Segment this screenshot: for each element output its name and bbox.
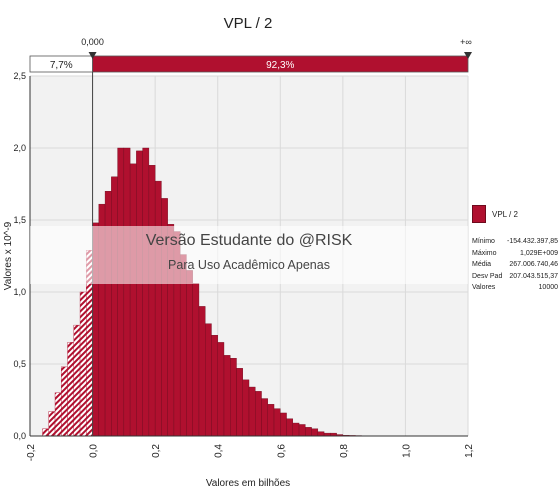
watermark-line-2: Para Uso Acadêmico Apenas [168, 258, 330, 272]
delimiter-right-handle [464, 52, 472, 59]
histogram-bar [298, 424, 306, 437]
x-tick-labels: -0,2 0,0 0,2 0,4 0,6 0,8 1,0 1,2 [26, 444, 475, 462]
y-tick-label: 2,0 [13, 143, 26, 153]
histogram-bar [204, 323, 212, 437]
histogram-bar [317, 431, 325, 437]
histogram-bar [236, 368, 243, 437]
histogram-bar [79, 291, 87, 437]
histogram-bar [261, 398, 268, 437]
delimiter-left-handle [88, 52, 97, 59]
y-axis-label: Valores x 10^-9 [3, 221, 14, 290]
histogram-bar [255, 391, 262, 437]
x-tick-label: 1,2 [464, 444, 475, 458]
histogram-bar [111, 176, 118, 437]
histogram-bar [198, 306, 206, 437]
delimiter-right-segment [92, 55, 469, 73]
histogram-bar [154, 180, 162, 437]
chart-title: VPL / 2 [224, 15, 273, 32]
histogram-bar [148, 165, 156, 437]
histogram-bar [280, 412, 287, 437]
histogram-bar [230, 358, 237, 437]
histogram-bar [73, 324, 81, 437]
histogram-bar [311, 428, 319, 437]
legend-swatch [472, 205, 486, 223]
histogram-bar [42, 428, 49, 437]
y-tick-label: 1,0 [13, 287, 26, 297]
histogram-bar [242, 379, 250, 437]
delimiter-left-percent: 7,7% [50, 60, 73, 71]
x-tick-label: 0,2 [151, 444, 162, 458]
delimiter-right-value: +∞ [460, 37, 472, 47]
watermark: Versão Estudante do @RISK Para Uso Acadê… [30, 226, 468, 284]
histogram-bar [48, 411, 56, 437]
watermark-line-1: Versão Estudante do @RISK [145, 232, 353, 249]
histogram-bar [286, 418, 293, 437]
delimiter-right-percent: 92,3% [266, 60, 294, 71]
histogram-bar [61, 366, 68, 437]
delimiter-bar[interactable]: 7,7% 92,3% 0,000 +∞ [29, 37, 472, 436]
histogram-bar [136, 150, 143, 437]
histogram-bar [142, 147, 150, 437]
stat-row: Máximo 1,029E+009 [472, 249, 558, 257]
histogram-bar [54, 392, 62, 437]
stat-row: Valores 10000 [472, 284, 558, 291]
y-tick-label: 2,5 [13, 71, 26, 81]
histogram-bar [292, 422, 300, 437]
histogram-bar [186, 270, 193, 437]
histogram-bar [192, 283, 200, 437]
histogram-bar [129, 163, 137, 437]
y-tick-label: 0,0 [13, 431, 26, 441]
x-tick-label: 1,0 [401, 444, 412, 458]
stat-row: Média 267.006.740,46 [472, 261, 558, 268]
histogram-bar [223, 355, 231, 437]
stat-row: Mínimo -154.432.397,85 [472, 238, 558, 245]
x-tick-label: -0,2 [26, 444, 37, 462]
histogram-bars [42, 147, 419, 437]
y-tick-label: 1,5 [13, 215, 26, 225]
histogram-bar [248, 386, 256, 437]
histogram-bar [217, 342, 225, 437]
histogram-bar [67, 342, 74, 437]
statistics-panel: Mínimo -154.432.397,85 Máximo 1,029E+009 M… [472, 236, 558, 294]
y-tick-labels: 0,0 0,5 1,0 1,5 2,0 2,5 [13, 71, 26, 441]
histogram-bar [305, 427, 312, 437]
x-tick-label: 0,8 [339, 444, 350, 458]
stat-row: Desv Pad 207.043.515,37 [472, 272, 558, 280]
x-axis-label: Valores em bilhões [206, 478, 290, 489]
legend-label: VPL / 2 [492, 209, 518, 219]
histogram-bar [273, 408, 281, 437]
histogram-bar [117, 147, 125, 437]
legend: VPL / 2 [472, 205, 518, 223]
x-tick-label: 0,0 [89, 444, 100, 458]
histogram-bar [267, 404, 275, 437]
histogram-bar [123, 147, 131, 437]
y-tick-label: 0,5 [13, 359, 26, 369]
x-tick-label: 0,4 [214, 444, 225, 458]
delimiter-left-value: 0,000 [81, 37, 104, 47]
x-tick-label: 0,6 [276, 444, 287, 458]
histogram-bar [211, 335, 218, 437]
